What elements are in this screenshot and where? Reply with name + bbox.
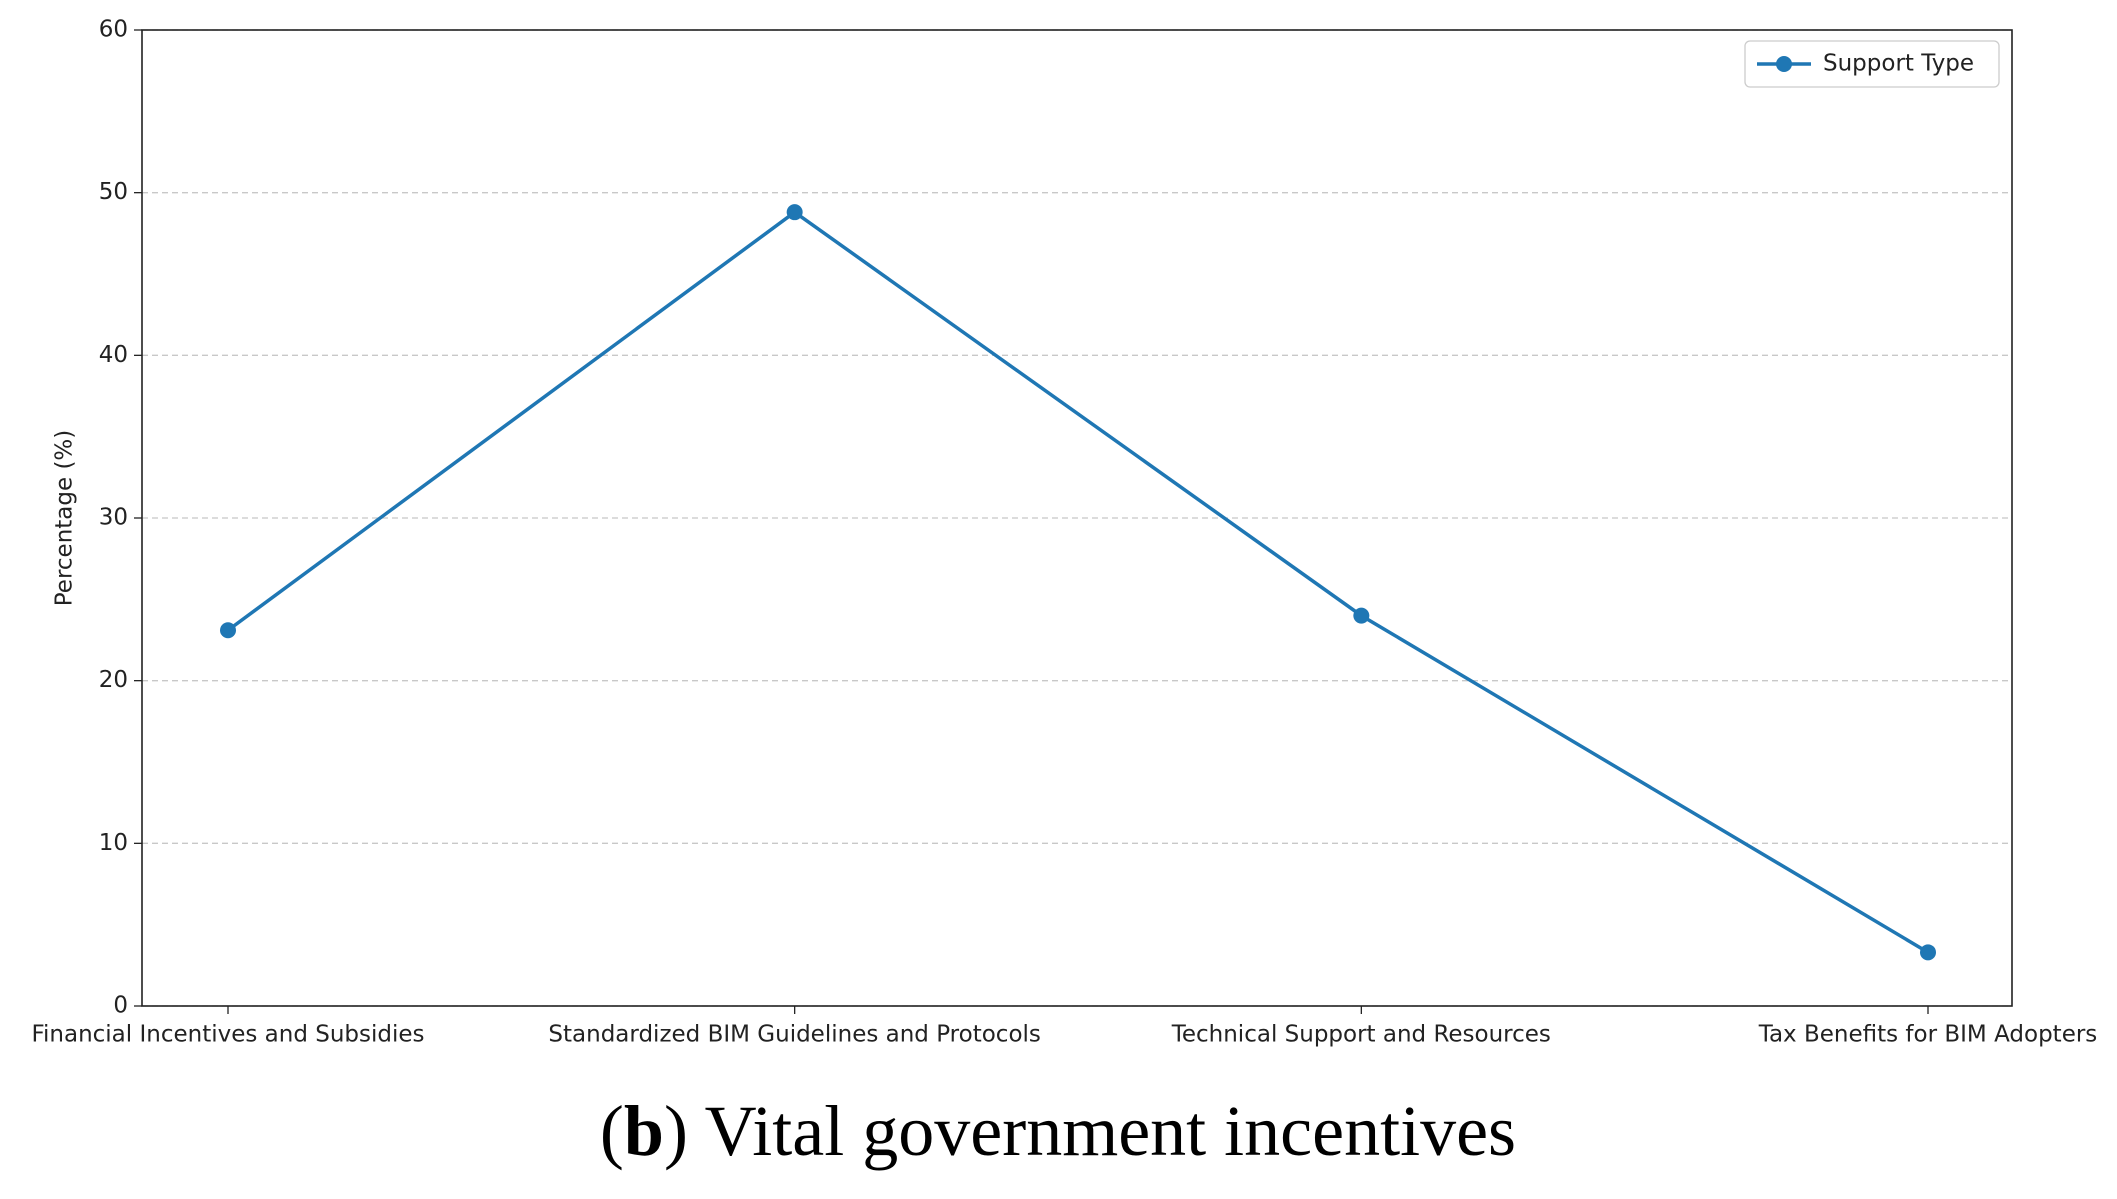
plot-frame	[141, 29, 2013, 1007]
y-tick-label: 20	[99, 667, 128, 693]
x-tick-label: Technical Support and Resources	[1171, 1022, 1551, 1048]
y-tick-label: 0	[113, 993, 128, 1019]
caption-open: (	[600, 1091, 624, 1171]
point	[220, 622, 236, 639]
legend-marker	[1776, 56, 1792, 72]
y-tick-label: 50	[99, 179, 128, 205]
point	[1353, 607, 1370, 624]
caption-text: ) Vital government incentives	[664, 1091, 1516, 1171]
line	[226, 210, 1929, 954]
y-tick-label: 60	[99, 17, 128, 43]
x-tick-label: Financial Incentives and Subsidies	[31, 1022, 424, 1048]
point	[1920, 944, 1936, 961]
x-tick-label: Standardized BIM Guidelines and Protocol…	[548, 1022, 1040, 1048]
legend-box	[1744, 40, 2000, 88]
y-axis-label: Percentage (%)	[52, 430, 78, 607]
y-tick-label: 10	[99, 830, 128, 856]
legend-label: Support Type	[1823, 51, 1974, 77]
caption-label: b	[624, 1091, 664, 1171]
x-tick-label: Tax Benefits for BIM Adopters	[1758, 1022, 2098, 1048]
point	[786, 204, 803, 221]
y-tick-label: 40	[99, 342, 128, 368]
caption: (b) Vital government incentives	[600, 1091, 1516, 1171]
y-tick-label: 30	[99, 505, 128, 531]
